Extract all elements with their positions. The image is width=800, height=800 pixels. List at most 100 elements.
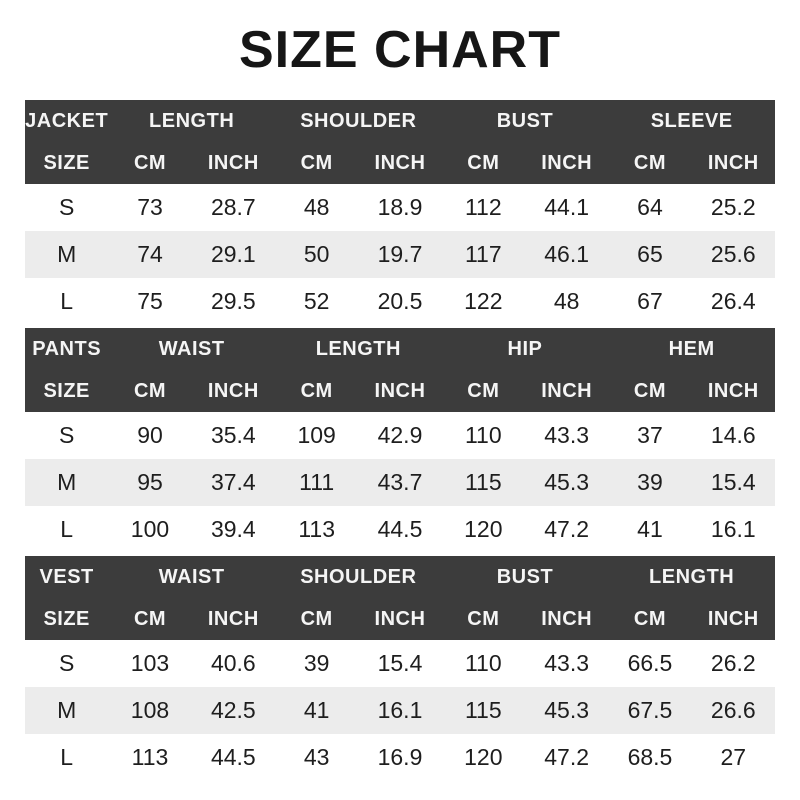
jacket-table-header: JACKET LENGTH SHOULDER BUST SLEEVE SIZE … <box>25 100 775 184</box>
unit-label: INCH <box>358 370 442 412</box>
measure-group-label: SHOULDER <box>274 100 442 142</box>
measurement-cell: 42.5 <box>210 697 256 723</box>
unit-label: INCH <box>191 598 275 640</box>
unit-row: SIZE CM INCH CM INCH CM INCH CM INCH <box>25 598 775 640</box>
category-label: JACKET <box>25 100 109 142</box>
size-cell: L <box>60 516 74 542</box>
size-row: M 108 42.5 41 16.1 115 45.3 67.5 26.6 <box>25 687 775 734</box>
measurement-cell: 115 <box>464 469 502 495</box>
measurement-cell: 74 <box>137 241 163 267</box>
pants-table-header: PANTS WAIST LENGTH HIP HEM SIZE CM INCH … <box>25 328 775 412</box>
measurement-cell: 14.6 <box>710 422 756 448</box>
measurement-cell: 43.3 <box>544 650 590 676</box>
measurement-cell: 35.4 <box>210 422 256 448</box>
measurement-cell: 39.4 <box>210 516 256 542</box>
measure-group-row: VEST WAIST SHOULDER BUST LENGTH <box>25 556 775 598</box>
size-cell: M <box>57 469 77 495</box>
measurement-cell: 44.1 <box>544 194 590 220</box>
measurement-cell: 27 <box>720 744 747 770</box>
measurement-cell: 19.7 <box>377 241 423 267</box>
unit-row: SIZE CM INCH CM INCH CM INCH CM INCH <box>25 142 775 184</box>
measurement-cell: 43.3 <box>544 422 590 448</box>
measurement-cell: 68.5 <box>627 744 673 770</box>
measure-group-label: WAIST <box>108 556 275 598</box>
measurement-cell: 90 <box>137 422 163 448</box>
size-column-label: SIZE <box>25 142 109 184</box>
size-cell: M <box>57 697 77 723</box>
measurement-cell: 48 <box>553 288 580 314</box>
measurement-cell: 37.4 <box>210 469 256 495</box>
measurement-cell: 73 <box>137 194 163 220</box>
pants-size-table: PANTS WAIST LENGTH HIP HEM SIZE CM INCH … <box>25 328 775 553</box>
unit-row: SIZE CM INCH CM INCH CM INCH CM INCH <box>25 370 775 412</box>
measurement-cell: 50 <box>303 241 330 267</box>
measurement-cell: 75 <box>137 288 163 314</box>
size-column-label: SIZE <box>25 598 109 640</box>
size-tables: JACKET LENGTH SHOULDER BUST SLEEVE SIZE … <box>25 100 775 781</box>
size-row: S 73 28.7 48 18.9 112 44.1 64 25.2 <box>25 184 775 231</box>
measurement-cell: 113 <box>298 516 335 542</box>
measurement-cell: 42.9 <box>377 422 423 448</box>
measure-group-label: BUST <box>441 556 609 598</box>
unit-label: CM <box>441 142 525 184</box>
measurement-cell: 39 <box>637 469 663 495</box>
measurement-cell: 109 <box>297 422 336 448</box>
size-row: L 75 29.5 52 20.5 122 48 67 26.4 <box>25 278 775 325</box>
pants-table-body: S 90 35.4 109 42.9 110 43.3 37 14.6 M 95 37.4 111 43.… <box>25 412 775 553</box>
measurement-cell: 111 <box>299 469 335 495</box>
measurement-cell: 25.6 <box>710 241 756 267</box>
measure-group-label: LENGTH <box>274 328 442 370</box>
unit-label: CM <box>274 598 359 640</box>
size-cell: S <box>58 650 75 676</box>
unit-label: INCH <box>691 370 775 412</box>
measure-group-label: WAIST <box>108 328 275 370</box>
size-row: S 90 35.4 109 42.9 110 43.3 37 14.6 <box>25 412 775 459</box>
unit-label: INCH <box>524 370 609 412</box>
measure-group-row: PANTS WAIST LENGTH HIP HEM <box>25 328 775 370</box>
measurement-cell: 26.4 <box>710 288 756 314</box>
measurement-cell: 47.2 <box>544 744 590 770</box>
category-label: VEST <box>25 556 109 598</box>
measurement-cell: 43 <box>303 744 330 770</box>
measure-group-label: HIP <box>441 328 609 370</box>
measurement-cell: 120 <box>464 516 503 542</box>
measurement-cell: 48 <box>303 194 330 220</box>
size-column-label: SIZE <box>25 370 109 412</box>
size-cell: S <box>58 194 75 220</box>
measure-group-label: HEM <box>608 328 775 370</box>
measurement-cell: 67 <box>637 288 663 314</box>
measurement-cell: 15.4 <box>710 469 756 495</box>
measurement-cell: 120 <box>464 744 503 770</box>
measurement-cell: 47.2 <box>544 516 590 542</box>
unit-label: INCH <box>691 598 775 640</box>
measurement-cell: 41 <box>303 697 330 723</box>
measurement-cell: 29.5 <box>210 288 256 314</box>
category-label: PANTS <box>25 328 109 370</box>
measurement-cell: 110 <box>464 650 502 676</box>
measurement-cell: 100 <box>130 516 170 542</box>
measurement-cell: 16.1 <box>710 516 756 542</box>
measurement-cell: 45.3 <box>544 469 590 495</box>
unit-label: INCH <box>524 598 609 640</box>
measurement-cell: 46.1 <box>544 241 590 267</box>
measurement-cell: 44.5 <box>210 744 256 770</box>
measurement-cell: 39 <box>303 650 330 676</box>
measurement-cell: 29.1 <box>210 241 256 267</box>
measurement-cell: 64 <box>637 194 663 220</box>
size-row: L 113 44.5 43 16.9 120 47.2 68.5 27 <box>25 734 775 781</box>
page-title: SIZE CHART <box>239 21 561 79</box>
measurement-cell: 15.4 <box>377 650 423 676</box>
measurement-cell: 28.7 <box>210 194 256 220</box>
unit-label: CM <box>108 598 192 640</box>
unit-label: CM <box>608 142 692 184</box>
unit-label: INCH <box>524 142 609 184</box>
measurement-cell: 18.9 <box>377 194 423 220</box>
unit-label: INCH <box>358 598 442 640</box>
measurement-cell: 66.5 <box>627 650 673 676</box>
size-row: S 103 40.6 39 15.4 110 43.3 66.5 26.2 <box>25 640 775 687</box>
measurement-cell: 26.2 <box>710 650 756 676</box>
measure-group-row: JACKET LENGTH SHOULDER BUST SLEEVE <box>25 100 775 142</box>
vest-table-header: VEST WAIST SHOULDER BUST LENGTH SIZE CM … <box>25 556 775 640</box>
unit-label: CM <box>441 370 525 412</box>
size-cell: L <box>60 744 74 770</box>
